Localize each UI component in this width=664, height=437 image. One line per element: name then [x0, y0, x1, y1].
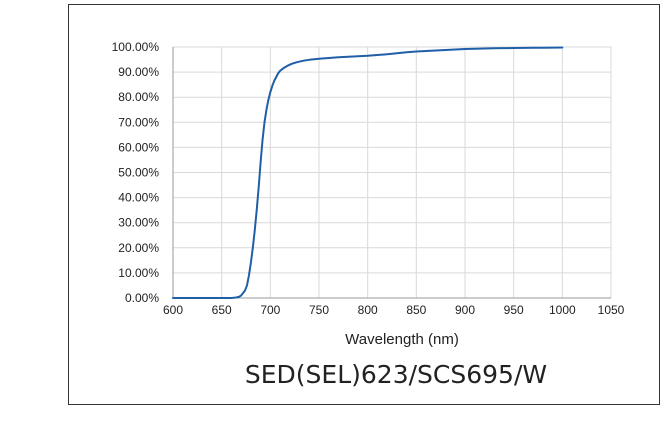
axes-layer	[172, 47, 611, 299]
y-tick-label: 30.00%	[118, 216, 159, 230]
x-tick-labels: 600 650 700 750 800 850 900 950 1000 1050	[163, 303, 625, 317]
x-tick-label: 1000	[549, 303, 576, 317]
y-tick-label: 80.00%	[118, 90, 159, 104]
transmission-chart: 0.00% 10.00% 20.00% 30.00% 40.00% 50.00% 60.00…	[112, 40, 625, 389]
x-tick-label: 800	[358, 303, 378, 317]
series-layer	[172, 46, 564, 299]
y-tick-label: 60.00%	[118, 140, 159, 154]
x-tick-label: 1050	[598, 303, 625, 317]
y-tick-label: 40.00%	[118, 191, 159, 205]
x-tick-label: 600	[163, 303, 183, 317]
x-tick-label: 700	[260, 303, 280, 317]
y-tick-label: 0.00%	[125, 291, 159, 305]
y-tick-label: 20.00%	[118, 241, 159, 255]
x-tick-label: 650	[212, 303, 232, 317]
x-tick-label: 900	[455, 303, 475, 317]
y-tick-label: 50.00%	[118, 166, 159, 180]
y-tick-label: 90.00%	[118, 65, 159, 79]
y-tick-labels: 0.00% 10.00% 20.00% 30.00% 40.00% 50.00% 60.00…	[112, 40, 160, 305]
x-tick-label: 750	[309, 303, 329, 317]
grid-layer	[172, 46, 612, 299]
y-tick-label: 70.00%	[118, 115, 159, 129]
series-line	[172, 46, 564, 299]
chart-frame: 0.00% 10.00% 20.00% 30.00% 40.00% 50.00% 60.00…	[68, 4, 660, 405]
y-tick-label: 10.00%	[118, 266, 159, 280]
chart-title: SED(SEL)623/SCS695/W	[245, 360, 547, 389]
x-axis-title: Wavelength (nm)	[345, 331, 459, 348]
y-tick-label: 100.00%	[112, 40, 160, 54]
x-tick-label: 850	[406, 303, 426, 317]
x-tick-label: 950	[504, 303, 524, 317]
